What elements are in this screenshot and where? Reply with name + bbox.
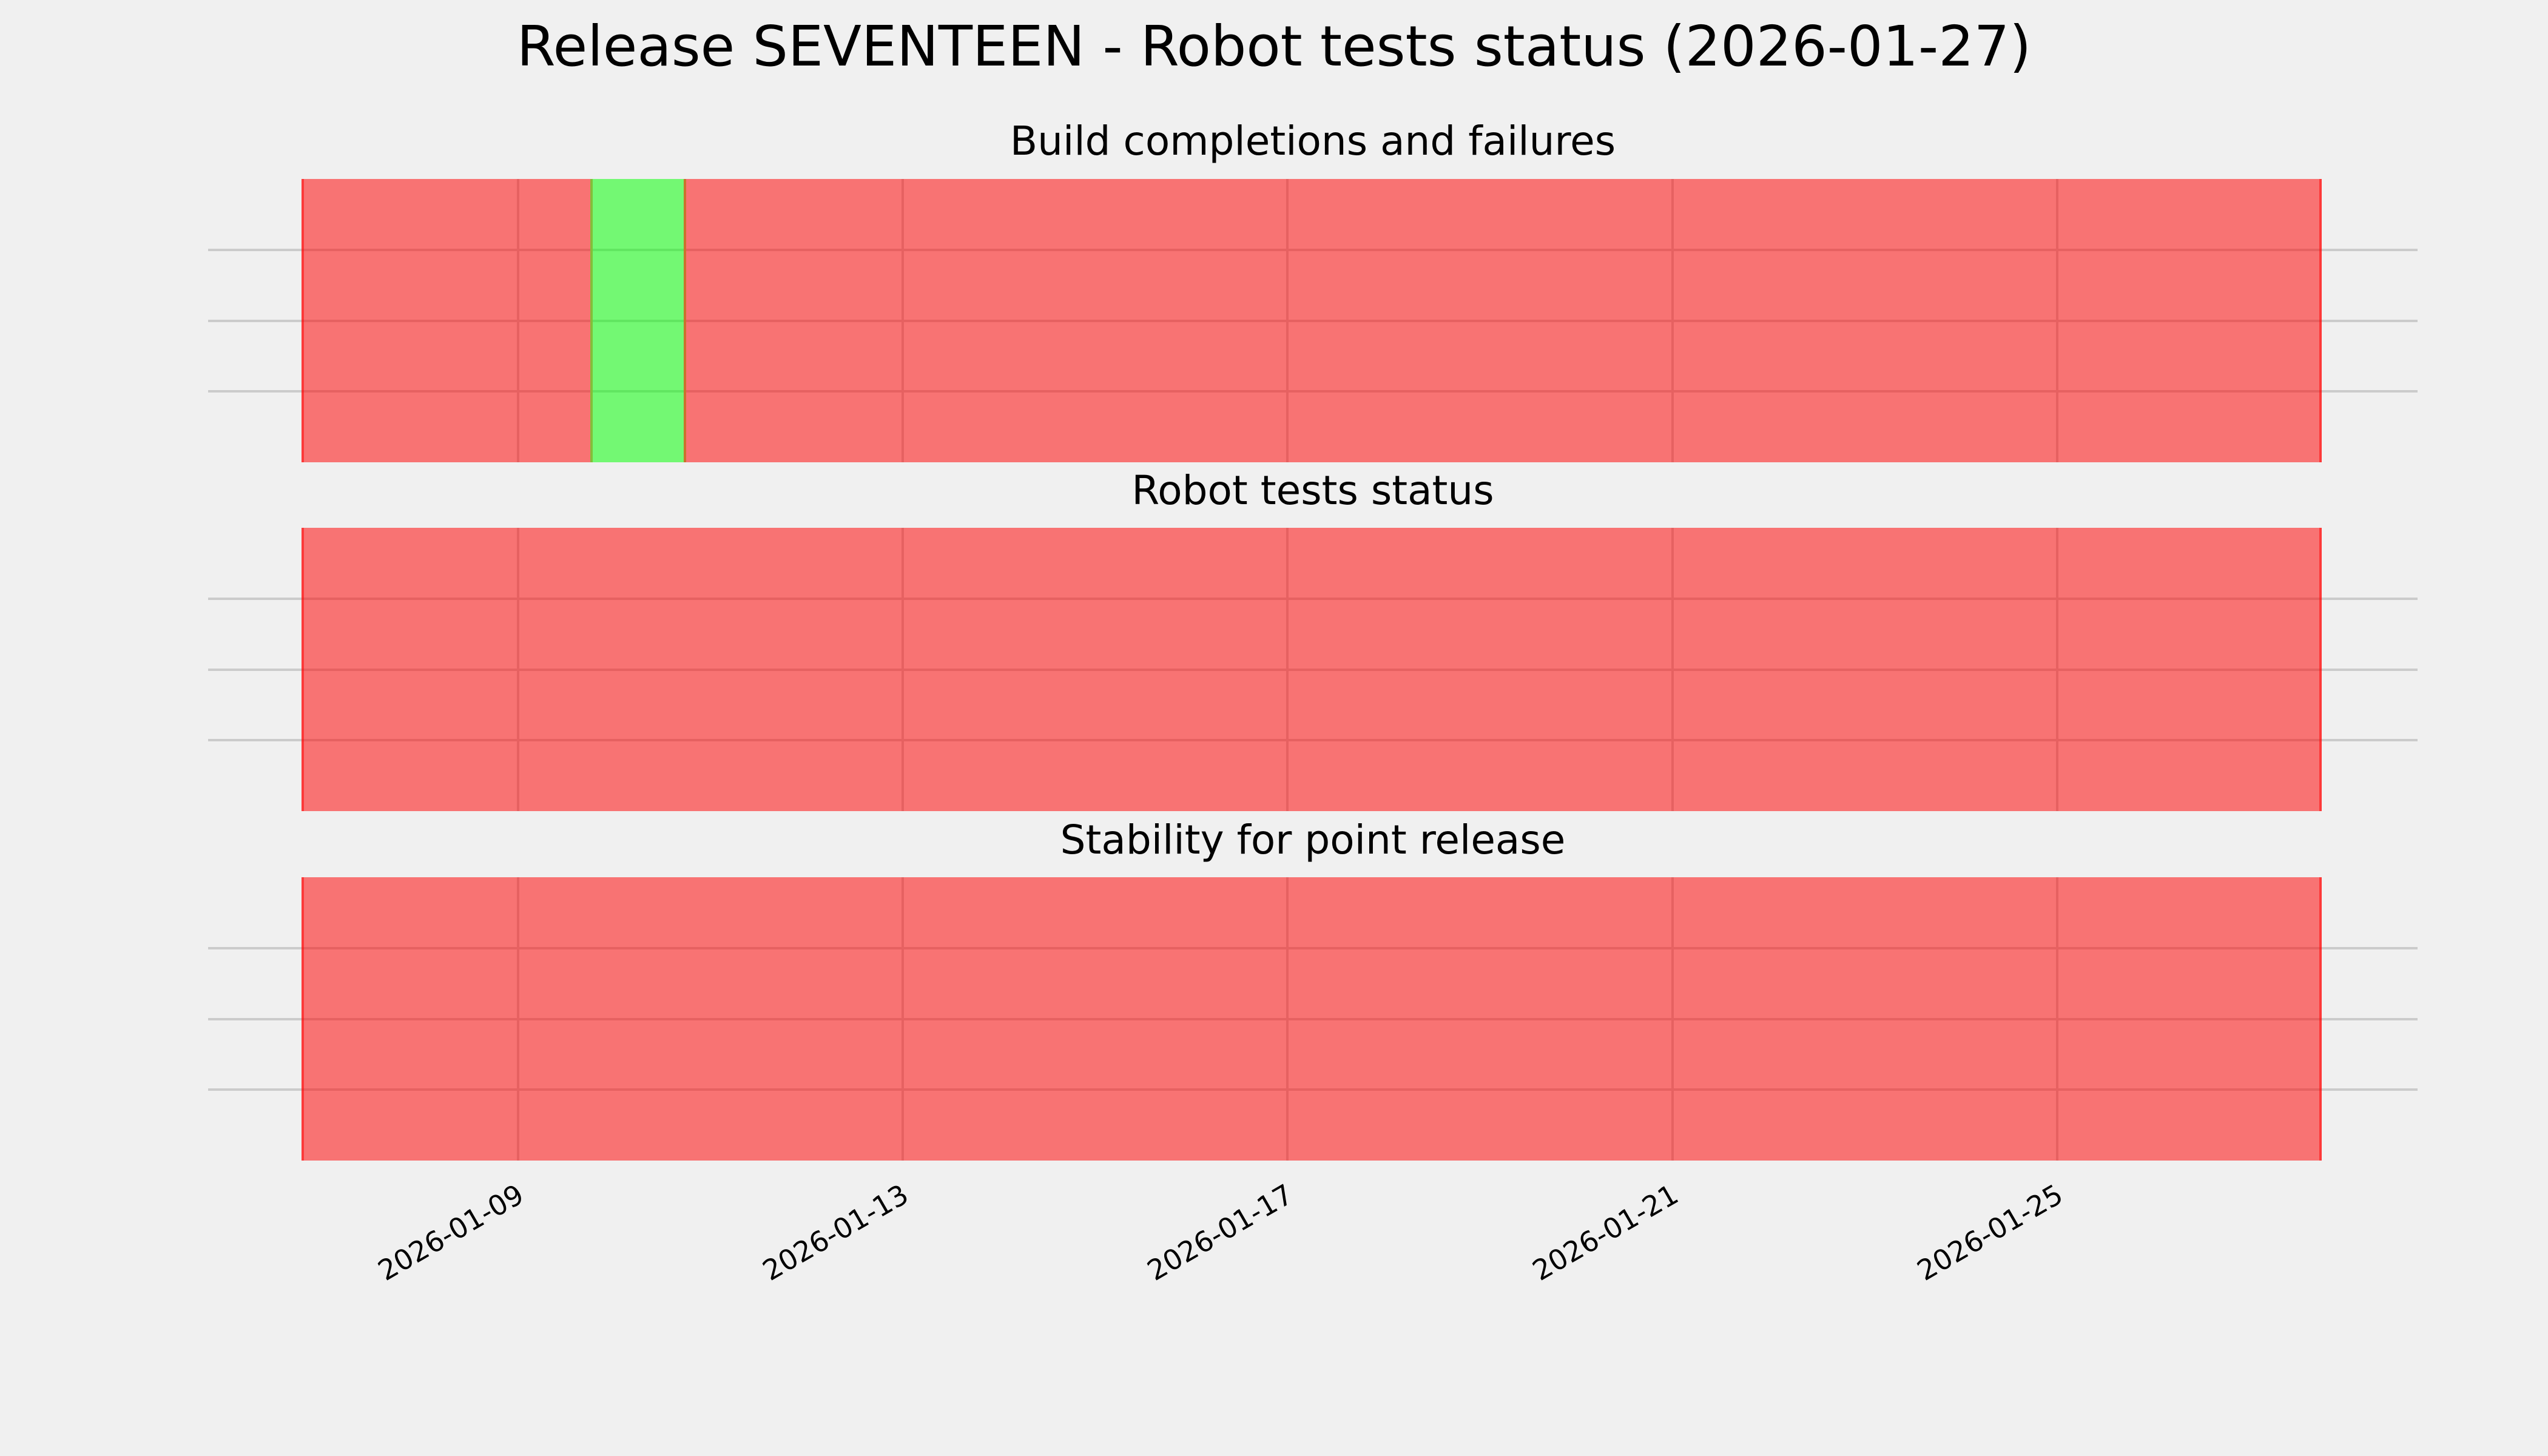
bar-region: [302, 528, 2322, 811]
x-tick-label: 2026-01-09: [372, 1178, 529, 1287]
status-run-fail-2026-01-11: [686, 179, 2322, 462]
status-run-fail-2026-01-07: [302, 528, 2322, 811]
figure-title: Release SEVENTEEN - Robot tests status (…: [516, 14, 2032, 79]
status-run-pass-2026-01-10: [590, 179, 687, 462]
subplot-axes-2: [208, 528, 2418, 811]
status-run-fail-2026-01-07: [302, 179, 590, 462]
subplot-axes-3: [208, 877, 2418, 1161]
x-tick-label: 2026-01-13: [757, 1178, 914, 1287]
bar-region: [302, 877, 2322, 1161]
subplot-axes-1: [208, 179, 2418, 462]
x-tick-label: 2026-01-17: [1141, 1178, 1298, 1287]
subplot-title: Stability for point release: [1060, 817, 1566, 863]
bar-region: [302, 179, 2322, 462]
status-run-fail-2026-01-07: [302, 877, 2322, 1161]
subplot-title: Build completions and failures: [1009, 118, 1616, 164]
x-tick-label: 2026-01-21: [1526, 1178, 1684, 1287]
subplot-title: Robot tests status: [1131, 467, 1494, 514]
x-tick-label: 2026-01-25: [1911, 1178, 2068, 1287]
